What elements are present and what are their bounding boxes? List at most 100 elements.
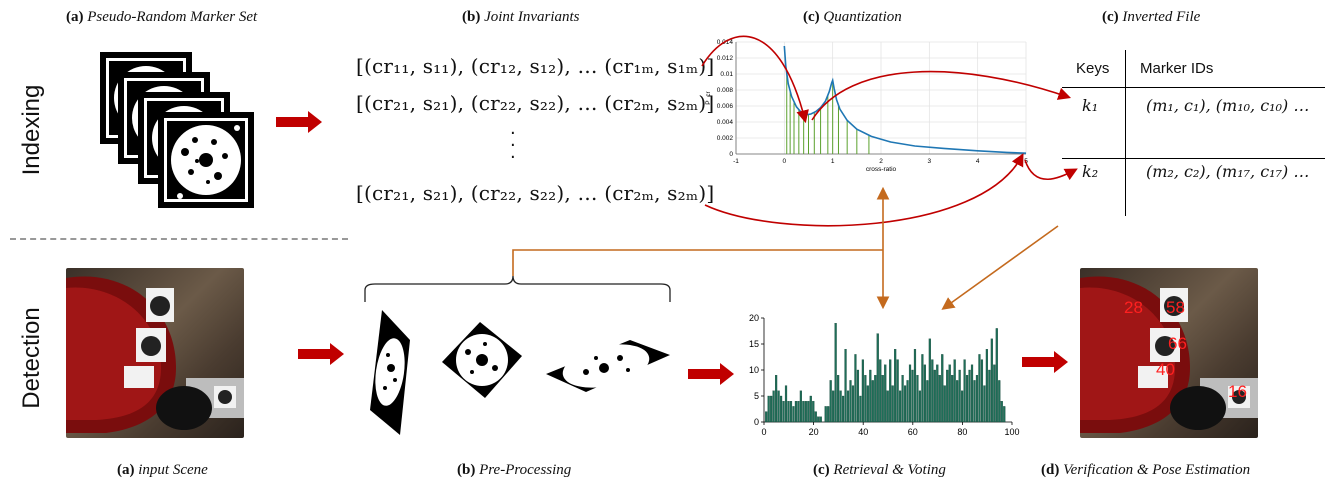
x-tick-label: 1 — [831, 158, 835, 165]
y-tick-label: 0.006 — [717, 103, 734, 110]
vote-bar — [995, 328, 998, 423]
vote-bar — [928, 338, 931, 423]
vote-bar — [926, 380, 929, 423]
vote-bar — [859, 395, 862, 423]
vote-bar — [832, 390, 835, 423]
vote-bar — [933, 369, 936, 423]
vote-bar — [787, 401, 790, 423]
key-k1: k₁ — [1082, 96, 1099, 115]
arrow-markers-to-invariants — [276, 111, 322, 133]
x-tick-label: 100 — [1004, 427, 1019, 437]
vote-bar — [856, 369, 860, 423]
vote-bar — [963, 359, 966, 423]
arrow-preprocess-link — [512, 249, 883, 276]
density-curve — [783, 45, 1027, 154]
vote-bar — [770, 395, 773, 423]
vote-bar — [948, 364, 951, 423]
y-tick-label: 0.002 — [717, 135, 734, 142]
vote-bar — [782, 401, 785, 423]
vote-bar — [965, 375, 969, 423]
invariant-row-3: [(cr₂₁, s₂₁), (cr₂₂, s₂₂), … (cr₂ₘ, s₂ₘ)… — [356, 181, 715, 205]
arrow-bottom-invariant-to-quant — [704, 153, 1024, 227]
vote-bar — [985, 349, 988, 423]
vote-bar — [903, 385, 907, 423]
vote-bar — [1000, 401, 1003, 423]
vote-bar — [797, 401, 800, 423]
vote-bar — [846, 390, 850, 423]
x-tick-label: 0 — [783, 158, 787, 165]
vote-bar — [891, 385, 894, 423]
y-tick-label: 0 — [754, 417, 759, 427]
vote-bar — [849, 380, 852, 423]
vote-bar — [784, 385, 788, 423]
y-tick-label: 0.004 — [717, 119, 734, 126]
x-tick-label: -1 — [733, 158, 739, 165]
caption-marker-set: (a) Pseudo-Random Marker Set — [66, 9, 258, 25]
vote-bar — [812, 401, 815, 423]
vote-bar — [777, 390, 780, 423]
vote-bar — [906, 380, 909, 423]
vote-bar — [889, 359, 892, 423]
vote-bar — [911, 369, 914, 423]
preprocess-brace — [364, 275, 671, 302]
vote-bar — [993, 364, 996, 423]
vote-bar — [874, 375, 877, 423]
vote-bar — [841, 395, 845, 423]
vote-bar — [946, 369, 949, 423]
vote-bar — [819, 416, 822, 423]
vote-bar — [968, 369, 971, 423]
verification-photo: 28 58 66 40 16 — [1080, 268, 1258, 438]
vote-bar — [1003, 406, 1006, 423]
vote-bar — [953, 359, 956, 423]
arrow-scene-to-preprocess — [298, 343, 344, 365]
vote-bar — [943, 385, 946, 423]
vote-bar — [879, 359, 882, 423]
detected-id-label: 66 — [1168, 334, 1187, 353]
y-tick-label: 5 — [754, 391, 759, 401]
vote-bar — [923, 364, 926, 423]
vote-bar — [990, 338, 993, 423]
vote-bar — [916, 375, 919, 423]
vote-bar — [804, 401, 807, 423]
vote-bar — [983, 385, 986, 423]
caption-inverted-file: (c) Inverted File — [1102, 9, 1201, 25]
x-tick-label: 40 — [858, 427, 868, 437]
caption-joint-invariants: (b) Joint Invariants — [462, 9, 580, 25]
vote-bar — [876, 333, 879, 423]
vote-bar — [908, 364, 912, 423]
vote-bar — [998, 380, 1001, 423]
x-tick-label: 4 — [976, 158, 980, 165]
vote-bar — [866, 385, 869, 423]
vote-bar — [772, 390, 775, 423]
x-tick-label: 80 — [957, 427, 967, 437]
voting-histogram: 0 5 10 15 20 0 20 40 60 80 100 — [749, 313, 1020, 437]
vote-bar — [980, 359, 984, 423]
vote-bar — [829, 380, 832, 423]
vote-bar — [978, 354, 981, 423]
y-tick-label: 0.008 — [717, 87, 734, 94]
vote-bar — [765, 411, 768, 423]
marker-ids-k1: (m₁, c₁), (m₁₀, c₁₀) … — [1146, 96, 1310, 115]
preprocessed-markers — [370, 310, 670, 435]
detected-id-label: 40 — [1156, 360, 1175, 379]
vote-bar — [789, 401, 793, 423]
vote-bar — [921, 354, 924, 423]
vote-bar — [824, 406, 827, 423]
detected-id-label: 58 — [1166, 298, 1185, 317]
caption-quantization: (c) Quantization — [803, 9, 902, 25]
vote-bar — [854, 354, 857, 423]
vote-bar — [913, 349, 917, 423]
vote-bar — [894, 349, 897, 423]
vote-bar — [886, 390, 889, 423]
vote-bar — [956, 380, 959, 423]
y-tick-label: 10 — [749, 365, 759, 375]
vote-bar — [871, 380, 874, 423]
arrow-preprocess-to-voting — [688, 363, 734, 385]
arrow-quant-to-k1 — [811, 70, 1072, 121]
vote-bar — [851, 385, 855, 423]
vote-bar — [779, 395, 783, 423]
invariant-row-1: [(cr₁₁, s₁₁), (cr₁₂, s₁₂), … (cr₁ₘ, s₁ₘ)… — [356, 54, 715, 78]
x-tick-label: 0 — [761, 427, 766, 437]
vote-bar — [814, 411, 817, 423]
